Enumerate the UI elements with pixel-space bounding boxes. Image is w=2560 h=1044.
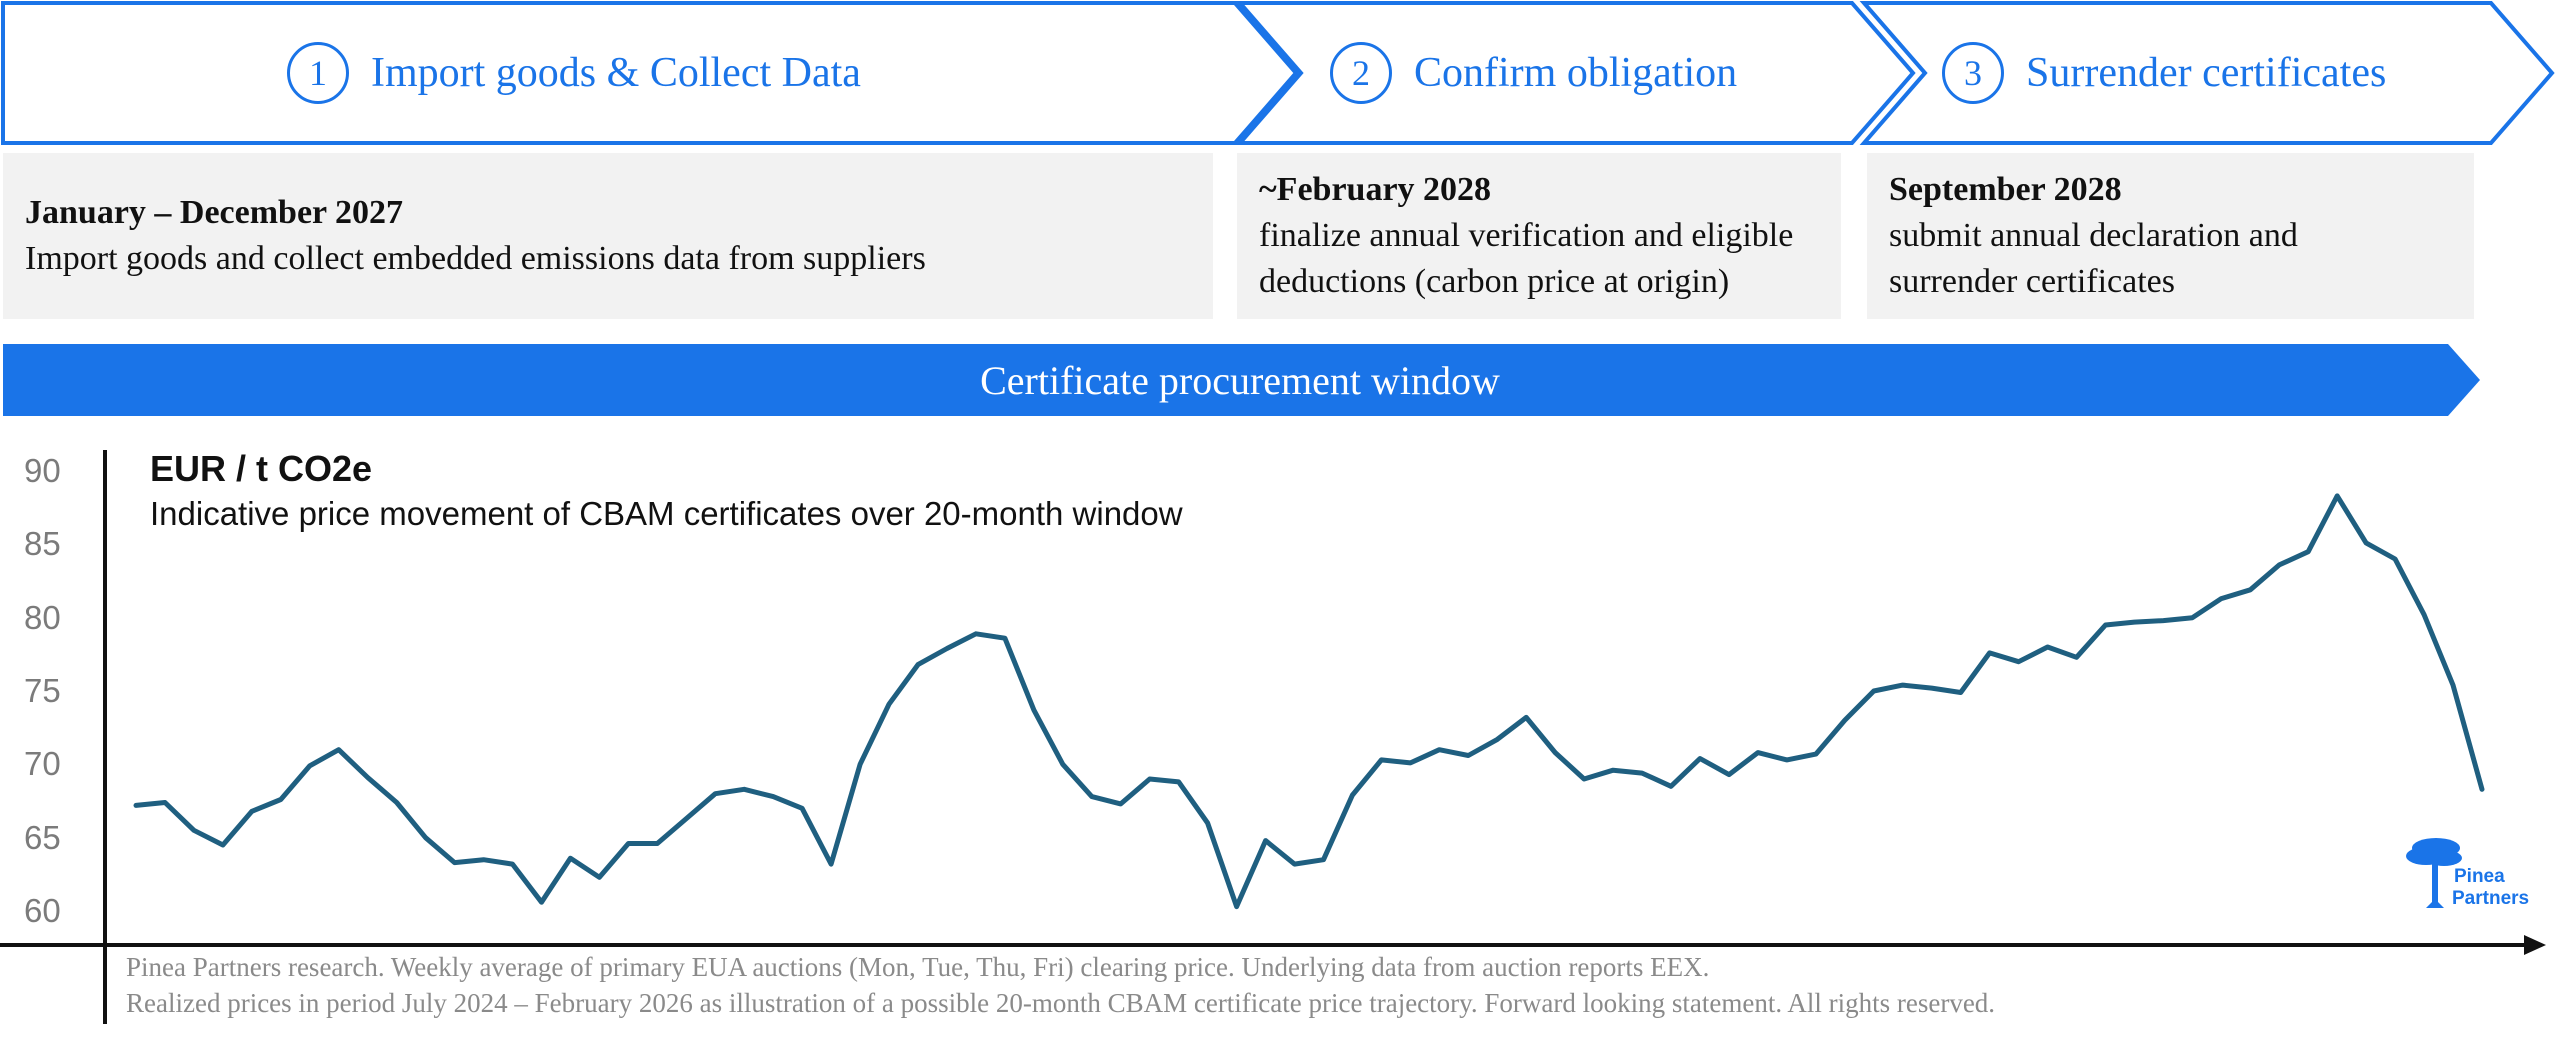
y-tick-label: 75: [24, 672, 61, 709]
logo-text-line-1: Pinea: [2454, 866, 2505, 887]
info-3-desc-line-2: surrender certificates: [1889, 263, 2175, 300]
procurement-banner-label: Certificate procurement window: [980, 357, 1500, 403]
info-1-date: January – December 2027: [25, 194, 404, 231]
step-1-chevron: [1, 0, 1299, 145]
step-1: 1 Import goods & Collect Data: [287, 40, 861, 106]
step-2: 2 Confirm obligation: [1330, 40, 1737, 106]
step-2-number: 2: [1330, 42, 1392, 104]
chart-subtitle: Indicative price movement of CBAM certif…: [150, 495, 1183, 532]
info-1-desc-line-1: Import goods and collect embedded emissi…: [25, 240, 926, 277]
y-tick-label: 70: [24, 745, 61, 783]
y-tick-label: 60: [24, 892, 61, 929]
info-panel-1: January – December 2027 Import goods and…: [3, 153, 1213, 319]
step-3-chevron: [1859, 0, 2555, 145]
footer-note-line-2: Realized prices in period July 2024 – Fe…: [126, 988, 1996, 1018]
info-3-date: September 2028: [1889, 171, 2122, 208]
info-2-desc-line-2: deductions (carbon price at origin): [1259, 263, 1730, 300]
x-axis-arrowhead: [2524, 935, 2546, 955]
info-2-date: ~February 2028: [1259, 171, 1492, 208]
price-series-line: [133, 493, 2485, 910]
step-1-title: Import goods & Collect Data: [371, 50, 861, 96]
step-2-title: Confirm obligation: [1414, 50, 1738, 96]
pinea-partners-logo: Pinea Partners: [2404, 836, 2534, 912]
step-3: 3 Surrender certificates: [1942, 40, 2386, 106]
process-steps: [1, 0, 2555, 145]
pine-tree-icon: [2406, 838, 2462, 908]
step-3-title: Surrender certificates: [2026, 50, 2387, 96]
info-panel-3: September 2028 submit annual declaration…: [1867, 153, 2474, 319]
y-tick-label: 65: [24, 818, 61, 856]
step-1-number: 1: [287, 42, 349, 104]
info-3-desc-line-1: submit annual declaration and: [1889, 217, 2298, 254]
step-3-number: 3: [1942, 42, 2004, 104]
y-tick-label: 90: [24, 452, 61, 489]
procurement-banner-arrow: [3, 344, 2480, 416]
chart-title: EUR / t CO2e: [150, 448, 373, 489]
logo-text-line-2: Partners: [2452, 888, 2530, 909]
info-2-desc-line-1: finalize annual verification and eligibl…: [1259, 217, 1794, 254]
footer-note-line-1: Pinea Partners research. Weekly average …: [126, 952, 1710, 982]
step-2-chevron: [1235, 0, 1916, 145]
info-panel-2: ~February 2028 finalize annual verificat…: [1237, 153, 1841, 319]
y-tick-label: 85: [24, 525, 61, 563]
y-tick-label: 80: [24, 598, 61, 636]
